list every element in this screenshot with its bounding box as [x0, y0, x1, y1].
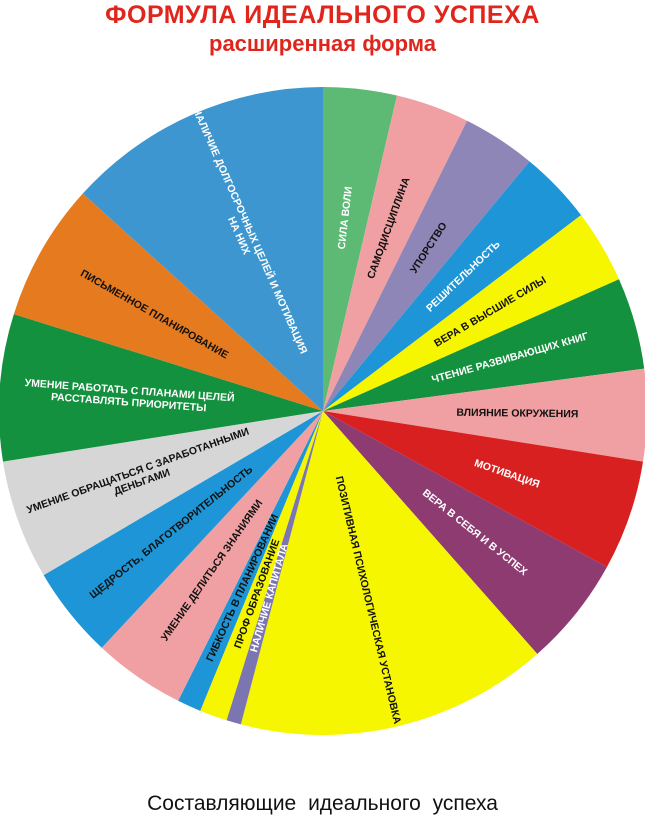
pie-slice-15: [43, 411, 323, 648]
pie-slice-5: [323, 215, 619, 411]
pie-slice-1: [323, 87, 397, 411]
pie-slice-12: [200, 411, 323, 721]
pie-slice-18: [13, 193, 324, 411]
pie-slices: [0, 86, 645, 736]
pie-slice-13: [178, 411, 323, 711]
pie-slice-9: [323, 411, 607, 654]
pie-slice-4: [323, 161, 582, 411]
pie-slice-16: [2, 411, 323, 576]
chart-subtitle: расширенная форма: [209, 31, 436, 56]
pie-slice-7: [323, 368, 645, 462]
pie-label-7: ВЛИЯНИЕ ОКРУЖЕНИЯ: [456, 407, 578, 421]
pie-slice-14: [101, 411, 323, 701]
pie-slice-6: [323, 279, 645, 411]
chart-caption: Составляющие идеального успеха: [147, 792, 498, 815]
chart-title: ФОРМУЛА ИДЕАЛЬНОГО УСПЕХА: [105, 1, 540, 29]
pie-slice-17: [0, 314, 323, 462]
pie-slice-19: [82, 86, 323, 411]
pie-slice-11: [226, 411, 323, 725]
pie-slice-10: [240, 411, 538, 736]
pie-slice-8: [323, 411, 644, 568]
pie-slice-2: [323, 95, 468, 411]
pie-slice-3: [323, 120, 530, 411]
